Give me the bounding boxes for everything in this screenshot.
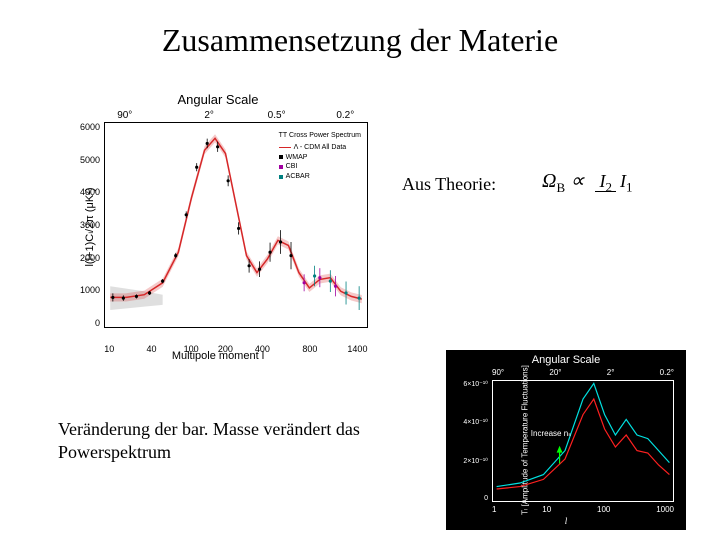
chart1-plot-area: TT Cross Power Spectrum Λ - CDM All Data… bbox=[104, 122, 368, 328]
variation-chart: Angular Scale 90°20°2°0.2° Tₗ [Amplitude… bbox=[446, 350, 686, 530]
formula: ΩB ∝ I2I1 bbox=[542, 168, 636, 196]
caption: Veränderung der bar. Masse verändert das… bbox=[58, 418, 418, 463]
chart2-xlabel: l bbox=[446, 516, 686, 526]
chart2-xticks: 1101001000 bbox=[492, 505, 674, 514]
chart2-annotation: Increase nₛ bbox=[531, 429, 571, 438]
power-spectrum-chart: Angular Scale 90°2°0.5°0.2° l(l+1)Cₗ/2π … bbox=[54, 92, 382, 362]
chart2-plot-area: Increase nₛ bbox=[492, 380, 674, 502]
chart1-yticks: 0100020003000400050006000 bbox=[70, 122, 100, 328]
chart2-title: Angular Scale bbox=[446, 354, 686, 366]
page-title: Zusammensetzung der Materie bbox=[0, 22, 720, 59]
chart1-title: Angular Scale bbox=[54, 92, 382, 107]
chart2-yticks: 6×10⁻¹⁰4×10⁻¹⁰2×10⁻¹⁰0 bbox=[458, 380, 488, 502]
chart1-legend: TT Cross Power Spectrum Λ - CDM All Data… bbox=[279, 131, 361, 182]
theory-label: Aus Theorie: bbox=[402, 174, 496, 195]
chart1-xlabel: Multipole moment l bbox=[54, 350, 382, 362]
chart2-top-axis: 90°20°2°0.2° bbox=[492, 368, 674, 377]
legend-title: TT Cross Power Spectrum bbox=[279, 131, 361, 141]
